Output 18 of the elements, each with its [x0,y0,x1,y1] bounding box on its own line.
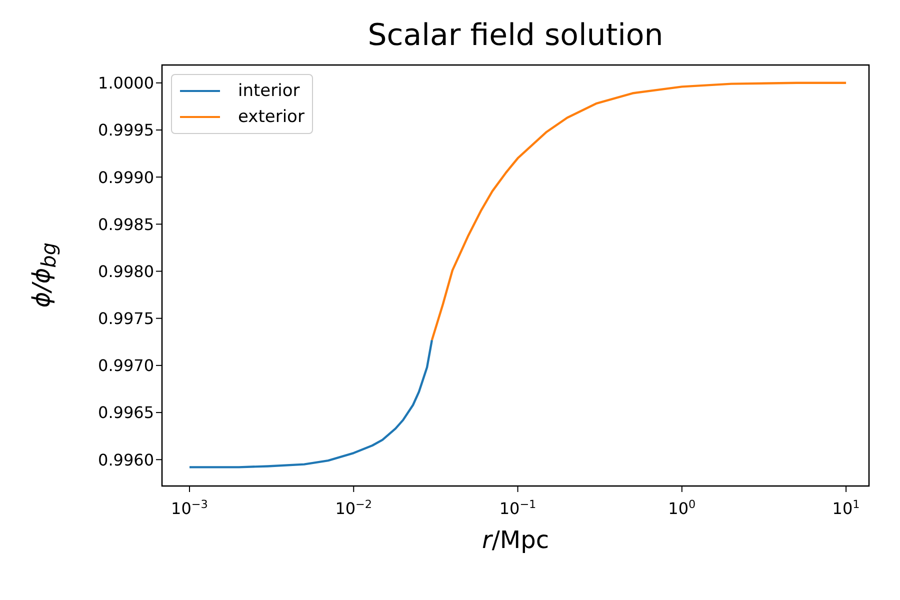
y-tick-label: 0.9990 [98,168,154,187]
x-tick-label: 10$^{1}$ [832,498,860,518]
y-tick-label: 0.9985 [98,214,154,234]
x-tick-label: 10$^{−1}$ [499,498,536,518]
x-tick-label: 10$^{0}$ [668,498,696,518]
y-tick-label: 0.9970 [98,356,154,376]
y-tick-label: 0.9975 [98,309,154,328]
y-tick-label: 0.9995 [98,120,154,140]
legend-label: exterior [238,106,304,129]
y-tick-label: 1.0000 [98,74,154,93]
y-tick-label: 0.9960 [98,450,154,470]
y-tick-label: 0.9965 [98,403,154,422]
x-tick-label: 10$^{−2}$ [335,498,372,518]
legend-label: interior [238,80,300,103]
x-axis-title: r/Mpc [480,526,550,554]
chart-title: Scalar field solution [366,18,664,53]
y-tick-label: 0.9980 [98,262,154,281]
x-tick-label: 10$^{−3}$ [171,498,208,518]
